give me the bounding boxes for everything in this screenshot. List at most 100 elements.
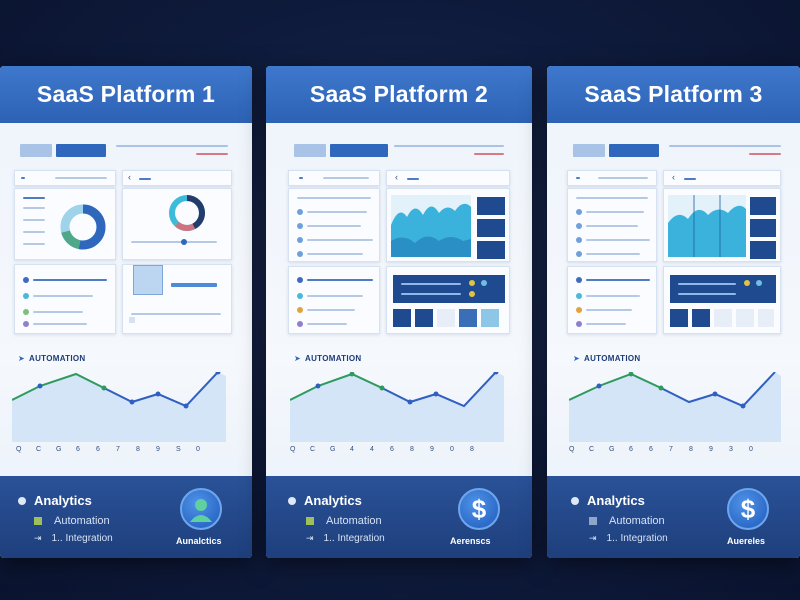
stat-tile[interactable] [750, 241, 776, 259]
card-footer: Analytics Automation ⇥ 1.. Integration $ … [266, 476, 532, 558]
user-avatar-icon[interactable] [180, 488, 222, 530]
platform-card-3: SaaS Platform 3 ‹ [547, 66, 800, 558]
footer-item-integration[interactable]: ⇥ 1.. Integration [306, 533, 385, 544]
x-label: C [589, 446, 595, 453]
card-footer: Analytics Automation ⇥ 1.. Integration Au… [0, 476, 252, 558]
point [129, 399, 135, 405]
list-panel [14, 264, 116, 334]
icon-tile[interactable] [481, 309, 499, 327]
footer-prefix: 1. [323, 533, 332, 544]
icon-tile[interactable] [714, 309, 732, 327]
dollar-icon[interactable]: $ [458, 488, 500, 530]
point [712, 391, 718, 397]
back-chevron-icon[interactable]: ‹ [128, 172, 131, 182]
footer-label: Analytics [304, 493, 362, 508]
dollar-icon[interactable]: $ [727, 488, 769, 530]
x-label: 9 [709, 446, 713, 453]
footer-item-automation[interactable]: Automation [589, 515, 665, 527]
arrow-right-icon: ⇥ [589, 533, 597, 543]
card-title: SaaS Platform 1 [0, 66, 252, 123]
point [493, 372, 499, 375]
section-title: ➤ AUTOMATION [294, 354, 362, 363]
icon-tile[interactable] [736, 309, 754, 327]
badge-label: Aerenscs [450, 536, 491, 546]
footer-label: Automation [326, 515, 382, 527]
x-label: 4 [350, 446, 354, 453]
x-label: 0 [450, 446, 454, 453]
icon-tile[interactable] [459, 309, 477, 327]
footer-item-analytics[interactable]: Analytics [571, 493, 645, 508]
mini-table [133, 265, 163, 295]
point [658, 385, 664, 391]
point [37, 383, 43, 389]
toolbar-tab[interactable] [20, 144, 52, 157]
stat-tile[interactable] [477, 219, 505, 237]
toolbar-tab-active[interactable] [609, 144, 659, 157]
area-fill [569, 372, 781, 442]
square-icon [306, 517, 314, 525]
platform-card-2: SaaS Platform 2 ‹ [266, 66, 532, 558]
x-label: 6 [390, 446, 394, 453]
stat-tile[interactable] [477, 241, 505, 259]
dashboard-tiles-panel [663, 266, 781, 334]
point [101, 385, 107, 391]
footer-item-integration[interactable]: ⇥ 1.. Integration [34, 533, 113, 544]
stat-tile[interactable] [477, 197, 505, 215]
progress-block [393, 275, 505, 303]
toolbar [573, 144, 782, 158]
area-chart [668, 195, 746, 257]
icon-tile[interactable] [437, 309, 455, 327]
point [628, 372, 634, 377]
footer-label: . Integration [614, 533, 668, 544]
section-title: ➤ AUTOMATION [18, 354, 86, 363]
nav-bar-panel-right: ‹ [386, 170, 510, 186]
icon-tile[interactable] [415, 309, 433, 327]
area-chart-panel [386, 188, 510, 262]
point [183, 403, 189, 409]
area-fill [290, 372, 504, 442]
icon-tile[interactable] [758, 309, 774, 327]
icon-tile[interactable] [670, 309, 688, 327]
x-label: 4 [370, 446, 374, 453]
footer-item-integration[interactable]: ⇥ 1.. Integration [589, 533, 668, 544]
series-green [290, 372, 383, 401]
x-label: S [176, 446, 181, 453]
x-axis-labels: Q C G 6 6 7 8 9 S 0 [16, 446, 216, 453]
x-label: 7 [116, 446, 120, 453]
footer-item-automation[interactable]: Automation [306, 515, 382, 527]
point [155, 391, 161, 397]
badge-label: Aunalctics [176, 536, 222, 546]
footer-label: Automation [54, 515, 110, 527]
ring-chart [169, 195, 205, 231]
line-chart [12, 372, 226, 442]
x-label: 7 [669, 446, 673, 453]
footer-item-analytics[interactable]: Analytics [18, 493, 92, 508]
x-label: C [310, 446, 316, 453]
toolbar [20, 144, 232, 158]
toolbar-tab[interactable] [294, 144, 326, 157]
footer-item-automation[interactable]: Automation [34, 515, 110, 527]
back-chevron-icon[interactable]: ‹ [395, 172, 398, 182]
x-label: 8 [689, 446, 693, 453]
toolbar-tab-active[interactable] [330, 144, 388, 157]
footer-item-analytics[interactable]: Analytics [288, 493, 362, 508]
toolbar-tab[interactable] [573, 144, 605, 157]
stat-tile[interactable] [750, 197, 776, 215]
icon-tile[interactable] [692, 309, 710, 327]
toolbar-tab-active[interactable] [56, 144, 106, 157]
x-label: 0 [749, 446, 753, 453]
x-label: 8 [410, 446, 414, 453]
toolbar-accent [196, 153, 228, 155]
footer-label: Automation [609, 515, 665, 527]
point [215, 372, 221, 375]
x-label: 8 [136, 446, 140, 453]
x-label: 6 [96, 446, 100, 453]
line-chart [290, 372, 504, 442]
section-title: ➤ AUTOMATION [573, 354, 641, 363]
stat-tile[interactable] [750, 219, 776, 237]
bullet-icon [571, 496, 579, 505]
icon-tile[interactable] [393, 309, 411, 327]
x-axis-labels: Q C G 4 4 6 8 9 0 8 [290, 446, 490, 453]
x-label: 3 [729, 446, 733, 453]
back-chevron-icon[interactable]: ‹ [672, 172, 675, 182]
